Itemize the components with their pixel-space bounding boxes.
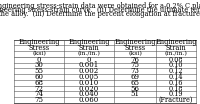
Text: (i) Plot the engineering stress-strain curve.  (ii) Determine the ultimate tensi: (i) Plot the engineering stress-strain c… bbox=[0, 6, 200, 14]
Text: 75: 75 bbox=[35, 96, 44, 104]
Text: (ksi): (ksi) bbox=[32, 51, 46, 56]
Text: 0.040: 0.040 bbox=[79, 90, 99, 98]
Text: 0.10: 0.10 bbox=[169, 61, 183, 69]
Text: 0.002: 0.002 bbox=[79, 67, 99, 75]
Text: 73: 73 bbox=[131, 67, 139, 75]
Text: 0.08: 0.08 bbox=[169, 56, 183, 64]
Text: Engineering: Engineering bbox=[68, 38, 110, 46]
Text: (in./in.): (in./in.) bbox=[165, 51, 187, 56]
Text: 0.020: 0.020 bbox=[79, 85, 99, 93]
Text: The following engineering stress-strain data were obtained for a 0.2% C plain-ca: The following engineering stress-strain … bbox=[0, 2, 200, 10]
Text: 75: 75 bbox=[130, 61, 140, 69]
Text: Engineering: Engineering bbox=[18, 38, 60, 46]
Text: (in./in.): (in./in.) bbox=[78, 51, 100, 56]
Text: 0.001: 0.001 bbox=[79, 61, 99, 69]
Text: Strain: Strain bbox=[166, 44, 186, 52]
Text: 0.005: 0.005 bbox=[79, 73, 99, 81]
Text: the alloy.  (iii) Determine the percent elongation at fracture.: the alloy. (iii) Determine the percent e… bbox=[0, 10, 200, 18]
Text: 0.010: 0.010 bbox=[79, 79, 99, 87]
Text: 0.14: 0.14 bbox=[169, 73, 183, 81]
Text: 0.16: 0.16 bbox=[169, 79, 183, 87]
Text: Strain: Strain bbox=[79, 44, 99, 52]
Text: 30: 30 bbox=[35, 61, 43, 69]
Text: 0: 0 bbox=[87, 56, 91, 64]
Text: 60: 60 bbox=[35, 73, 44, 81]
Text: 56: 56 bbox=[130, 85, 140, 93]
Text: Stress: Stress bbox=[124, 44, 146, 52]
Text: 76: 76 bbox=[130, 56, 140, 64]
Text: 69: 69 bbox=[130, 73, 140, 81]
Text: Engineering: Engineering bbox=[155, 38, 197, 46]
Text: 0.060: 0.060 bbox=[79, 96, 99, 104]
Text: 0.18: 0.18 bbox=[169, 85, 183, 93]
Text: Stress: Stress bbox=[28, 44, 50, 52]
Text: 55: 55 bbox=[35, 67, 44, 75]
Text: (Fracture): (Fracture) bbox=[159, 96, 193, 104]
Text: Engineering: Engineering bbox=[114, 38, 156, 46]
Text: 0: 0 bbox=[37, 56, 41, 64]
Text: (ksi): (ksi) bbox=[128, 51, 142, 56]
Text: 51: 51 bbox=[130, 90, 140, 98]
Text: 74: 74 bbox=[35, 90, 44, 98]
Text: 72: 72 bbox=[35, 85, 44, 93]
Text: 68: 68 bbox=[35, 79, 44, 87]
Text: 0.19: 0.19 bbox=[169, 90, 183, 98]
Text: 65: 65 bbox=[130, 79, 140, 87]
Text: 0.12: 0.12 bbox=[169, 67, 183, 75]
